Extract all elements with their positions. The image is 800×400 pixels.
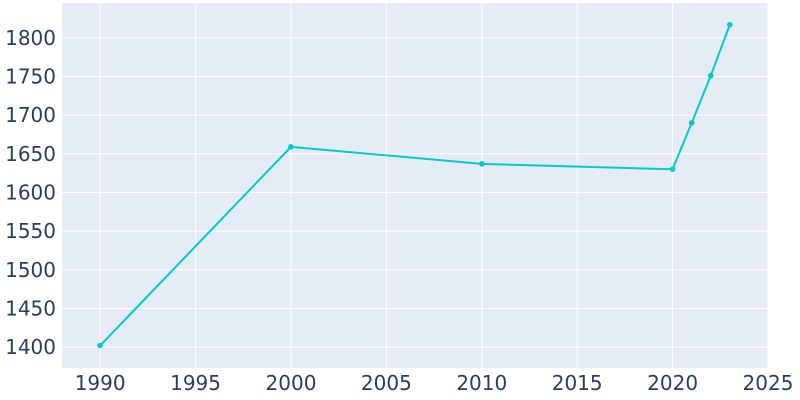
data-point <box>97 342 103 349</box>
x-tick-label: 2015 <box>552 371 603 395</box>
data-point <box>707 72 714 79</box>
plot-area <box>62 3 768 368</box>
x-tick-label: 1990 <box>75 371 126 395</box>
y-axis: 1400 1450 1500 1550 1600 1650 1700 1750 1800 <box>5 26 56 359</box>
series-layer <box>97 21 733 349</box>
data-point <box>727 21 733 28</box>
x-tick-label: 2005 <box>361 371 412 395</box>
y-tick-label: 1550 <box>5 219 56 243</box>
y-tick-label: 1600 <box>5 180 56 204</box>
y-tick-label: 1650 <box>5 142 56 166</box>
y-tick-label: 1700 <box>5 103 56 127</box>
x-tick-label: 2025 <box>743 371 794 395</box>
y-tick-label: 1800 <box>5 26 56 50</box>
x-tick-label: 1995 <box>170 371 221 395</box>
data-point <box>669 166 676 173</box>
x-axis: 1990 1995 2000 2005 2010 2015 2020 2025 <box>75 371 794 395</box>
x-tick-label: 2000 <box>266 371 317 395</box>
data-point <box>478 161 485 167</box>
data-point <box>688 120 695 126</box>
y-tick-label: 1450 <box>5 296 56 320</box>
y-tick-label: 1500 <box>5 258 56 282</box>
y-tick-label: 1750 <box>5 64 56 88</box>
x-tick-label: 2020 <box>647 371 698 395</box>
x-gridlines <box>99 3 769 368</box>
data-point <box>288 144 294 150</box>
y-gridlines <box>62 37 768 348</box>
x-tick-label: 2010 <box>456 371 507 395</box>
y-tick-label: 1400 <box>5 335 56 359</box>
